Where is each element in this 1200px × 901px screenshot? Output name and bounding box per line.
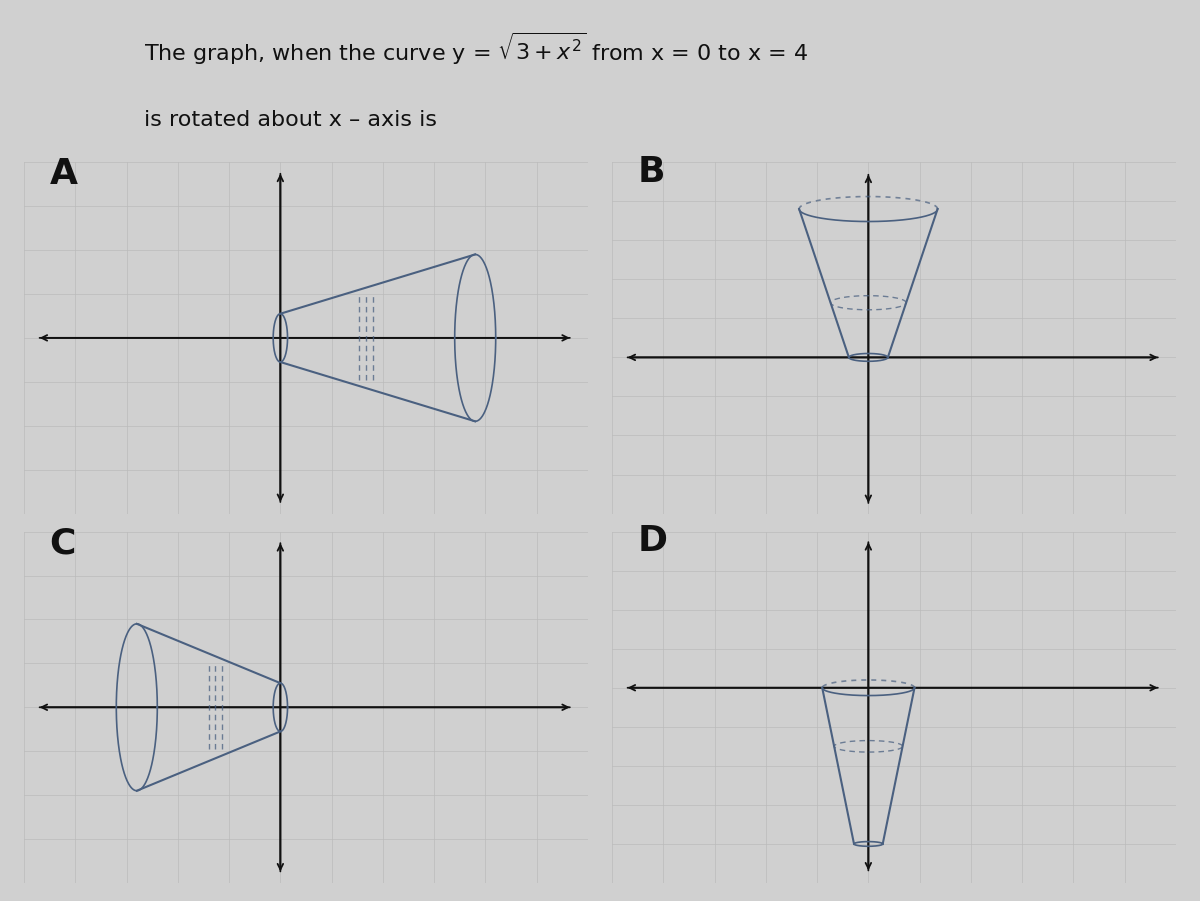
Text: is rotated about x – axis is: is rotated about x – axis is — [144, 110, 437, 131]
Text: The graph, when the curve y = $\sqrt{3 + x^2}$ from x = 0 to x = 4: The graph, when the curve y = $\sqrt{3 +… — [144, 31, 808, 67]
Text: A: A — [49, 157, 78, 191]
Text: D: D — [637, 524, 667, 558]
Text: C: C — [49, 526, 76, 560]
Text: B: B — [637, 155, 665, 188]
